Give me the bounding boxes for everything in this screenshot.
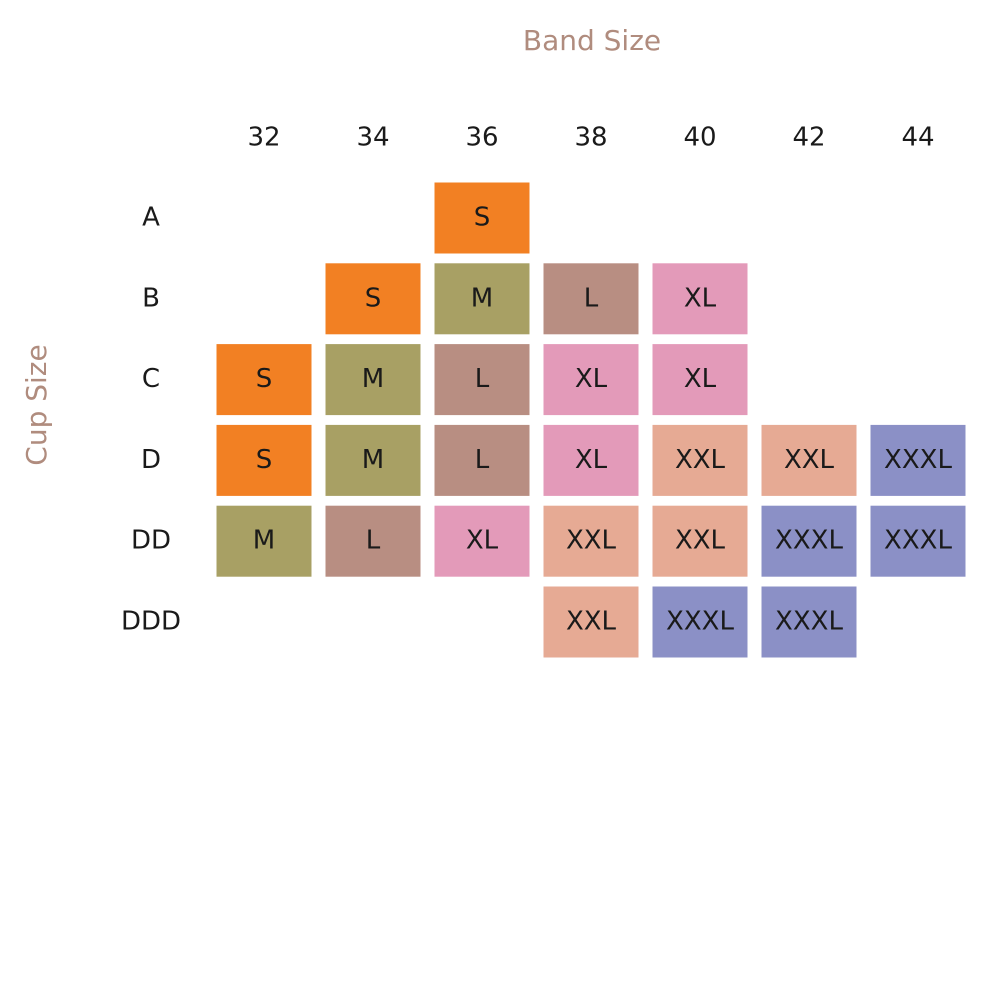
size-cell-label: XL (466, 526, 499, 556)
band-size-title: Band Size (523, 24, 661, 57)
size-cell-label: XL (575, 364, 608, 394)
size-cell (434, 182, 530, 254)
size-cell-label: S (474, 203, 491, 233)
size-cell-label: S (365, 283, 382, 313)
size-cell (216, 424, 312, 496)
size-cell-label: M (362, 364, 384, 394)
size-cell (870, 505, 966, 577)
size-cell (543, 505, 639, 577)
size-cell-label: XXL (784, 445, 835, 475)
size-cell-label: XL (684, 283, 717, 313)
size-cell (325, 263, 421, 335)
size-cell-label: XXXL (884, 526, 952, 556)
size-cell (543, 424, 639, 496)
size-cell (652, 586, 748, 658)
size-cell (543, 263, 639, 335)
size-cell (434, 344, 530, 416)
size-cell (434, 263, 530, 335)
size-cell-label: XL (575, 445, 608, 475)
size-cell (325, 424, 421, 496)
size-cell-label: XXL (566, 526, 617, 556)
band-size-label: 40 (683, 123, 716, 153)
band-size-label: 34 (356, 123, 389, 153)
band-size-label: 38 (574, 123, 607, 153)
size-cell (434, 424, 530, 496)
cup-size-label: D (141, 445, 161, 475)
size-cell-label: XL (684, 364, 717, 394)
cup-size-label: DDD (121, 607, 181, 637)
size-cell-label: L (366, 526, 381, 556)
size-cell (652, 424, 748, 496)
size-cell (216, 344, 312, 416)
size-cell-label: M (362, 445, 384, 475)
band-size-label: 36 (465, 123, 498, 153)
size-cell-label: XXXL (775, 526, 843, 556)
size-cell-label: XXXL (775, 607, 843, 637)
size-cell-label: XXL (675, 526, 726, 556)
band-size-label: 32 (247, 123, 280, 153)
size-cell (652, 505, 748, 577)
cup-size-label: C (142, 364, 160, 394)
size-cell-label: L (584, 283, 599, 313)
size-cell (216, 505, 312, 577)
cup-size-label: B (142, 283, 160, 313)
size-cell (652, 263, 748, 335)
size-cell (652, 344, 748, 416)
size-cell-label: S (256, 445, 273, 475)
size-cell (325, 344, 421, 416)
cup-size-title: Cup Size (20, 344, 53, 465)
cup-size-label: DD (131, 526, 171, 556)
band-size-label: 44 (901, 123, 934, 153)
band-size-label: 42 (792, 123, 825, 153)
size-cell (543, 344, 639, 416)
cup-size-label: A (142, 203, 160, 233)
size-cell-label: M (253, 526, 275, 556)
size-cell-label: XXL (566, 607, 617, 637)
size-cell (761, 424, 857, 496)
size-cell-label: L (475, 364, 490, 394)
size-cell-label: XXXL (666, 607, 734, 637)
size-cell (543, 586, 639, 658)
size-cell-label: L (475, 445, 490, 475)
size-cell (325, 505, 421, 577)
size-cell-label: S (256, 364, 273, 394)
size-cell (761, 586, 857, 658)
size-cell-label: M (471, 283, 493, 313)
size-cell (870, 424, 966, 496)
size-cell-label: XXXL (884, 445, 952, 475)
size-cell (761, 505, 857, 577)
size-cell-label: XXL (675, 445, 726, 475)
size-cell (434, 505, 530, 577)
